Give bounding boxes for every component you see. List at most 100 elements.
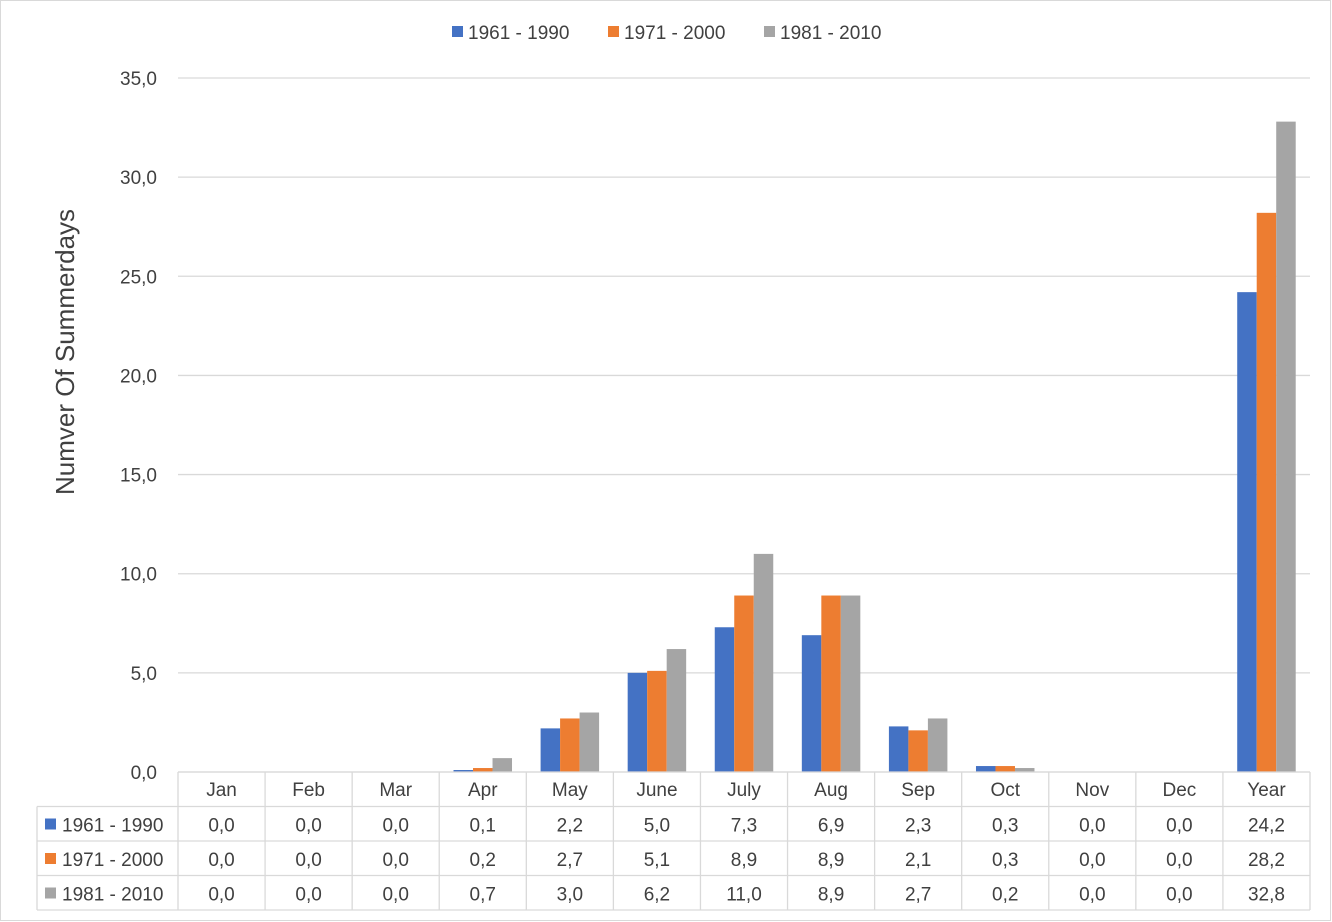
bar-1961-1990-Aug (801, 635, 822, 772)
data-label: 0,0 (1166, 816, 1192, 837)
data-label: 11,0 (726, 885, 762, 906)
bar-1971-2000-Year (1256, 212, 1277, 772)
x-tick-label: Sep (901, 780, 935, 801)
data-label: 0,3 (992, 816, 1018, 837)
x-tick-label: Year (1247, 780, 1286, 801)
bar-1961-1990-June (627, 672, 648, 772)
x-tick-label: May (552, 780, 588, 801)
bar-1961-1990-Apr (453, 770, 474, 772)
legend-swatch (764, 26, 775, 37)
data-label: 0,0 (208, 885, 234, 906)
bar-1981-2010-Aug (840, 595, 861, 772)
bar-1971-2000-July (734, 595, 754, 772)
legend: 1961 - 1990 1971 - 2000 1981 - 2010 (452, 23, 881, 44)
data-table: Jan Feb Mar Apr May June July Aug Sep Oct Nov Dec Ye… (36, 771, 1311, 911)
bar-1981-2010-July (753, 553, 774, 772)
data-label: 3,0 (557, 885, 583, 906)
x-tick-label: Apr (468, 780, 498, 801)
data-label: 0,0 (295, 885, 321, 906)
data-label: 5,1 (644, 850, 670, 871)
data-label: 0,0 (382, 816, 408, 837)
table-series-name: 1961 - 1990 (62, 816, 163, 837)
table-legend-swatch (45, 818, 56, 830)
data-label: 0,0 (295, 816, 321, 837)
data-label: 0,3 (992, 850, 1018, 871)
data-label: 2,7 (557, 850, 583, 871)
data-label: 0,0 (1079, 885, 1105, 906)
x-tick-label: Mar (379, 780, 412, 801)
data-label: 0,0 (1079, 850, 1105, 871)
data-label: 2,2 (557, 816, 583, 837)
data-label: 0,0 (208, 816, 234, 837)
data-label: 8,9 (731, 850, 757, 871)
bar-1971-2000-Oct (995, 766, 1015, 772)
bar-1981-2010-Year (1276, 121, 1296, 772)
y-tick-label: 15,0 (120, 466, 157, 487)
data-label: 0,0 (295, 850, 321, 871)
data-label: 6,9 (818, 816, 844, 837)
y-tick-label: 0,0 (131, 763, 157, 784)
data-label: 2,1 (905, 850, 931, 871)
x-tick-label: Feb (292, 780, 325, 801)
x-tick-label: Dec (1162, 780, 1196, 801)
data-label: 2,7 (905, 885, 931, 906)
bar-1981-2010-May (579, 712, 600, 772)
y-tick-label: 20,0 (120, 366, 157, 387)
y-axis-label: Numver Of Summerdays (50, 209, 80, 495)
data-label: 0,0 (382, 885, 408, 906)
table-series-name: 1981 - 2010 (62, 885, 163, 906)
bar-1981-2010-Sep (927, 718, 948, 772)
legend-swatch (608, 26, 619, 37)
table-series-name: 1971 - 2000 (62, 850, 163, 871)
bar-1971-2000-May (560, 718, 580, 772)
bar-1971-2000-June (647, 670, 667, 772)
data-label: 0,0 (1079, 816, 1105, 837)
data-label: 32,8 (1248, 885, 1285, 906)
y-tick-label: 35,0 (120, 69, 157, 90)
bar-1971-2000-Apr (473, 768, 493, 772)
y-tick-label: 25,0 (120, 267, 157, 288)
legend-entry: 1981 - 2010 (780, 23, 881, 44)
data-label: 8,9 (818, 885, 844, 906)
data-label: 2,3 (905, 816, 931, 837)
table-legend-swatch (45, 887, 56, 899)
bar-1961-1990-July (714, 627, 735, 772)
data-label: 28,2 (1248, 850, 1285, 871)
x-tick-label: July (727, 780, 761, 801)
x-tick-label: Aug (814, 780, 848, 801)
legend-swatch (452, 26, 463, 37)
y-tick-label: 10,0 (120, 565, 157, 586)
x-tick-label: Jan (206, 780, 237, 801)
data-label: 0,2 (470, 850, 496, 871)
data-label: 0,0 (382, 850, 408, 871)
data-label: 8,9 (818, 850, 844, 871)
bars (453, 121, 1296, 772)
bar-1961-1990-May (540, 728, 561, 772)
data-label: 0,0 (1166, 850, 1192, 871)
bar-1961-1990-Oct (975, 766, 996, 772)
y-tick-label: 5,0 (131, 664, 157, 685)
data-label: 0,0 (1166, 885, 1192, 906)
bar-1981-2010-June (666, 649, 687, 772)
x-tick-label: June (636, 780, 677, 801)
data-label: 24,2 (1248, 816, 1285, 837)
y-tick-label: 30,0 (120, 168, 157, 189)
data-label: 5,0 (644, 816, 670, 837)
bar-1961-1990-Year (1237, 292, 1257, 772)
bar-1961-1990-Sep (888, 726, 909, 772)
data-label: 6,2 (644, 885, 670, 906)
y-axis: 0,0 5,0 10,0 15,0 20,0 25,0 30,0 35,0 (120, 69, 157, 784)
legend-entry: 1971 - 2000 (624, 23, 725, 44)
data-label: 0,0 (208, 850, 234, 871)
legend-entry: 1961 - 1990 (468, 23, 569, 44)
data-label: 0,2 (992, 885, 1018, 906)
data-label: 0,7 (470, 885, 496, 906)
bar-1981-2010-Apr (492, 758, 513, 772)
bar-1981-2010-Oct (1014, 768, 1035, 772)
bar-1971-2000-Aug (821, 595, 841, 772)
bar-1971-2000-Sep (908, 730, 928, 772)
table-legend-swatch (45, 853, 56, 864)
x-tick-label: Nov (1075, 780, 1109, 801)
